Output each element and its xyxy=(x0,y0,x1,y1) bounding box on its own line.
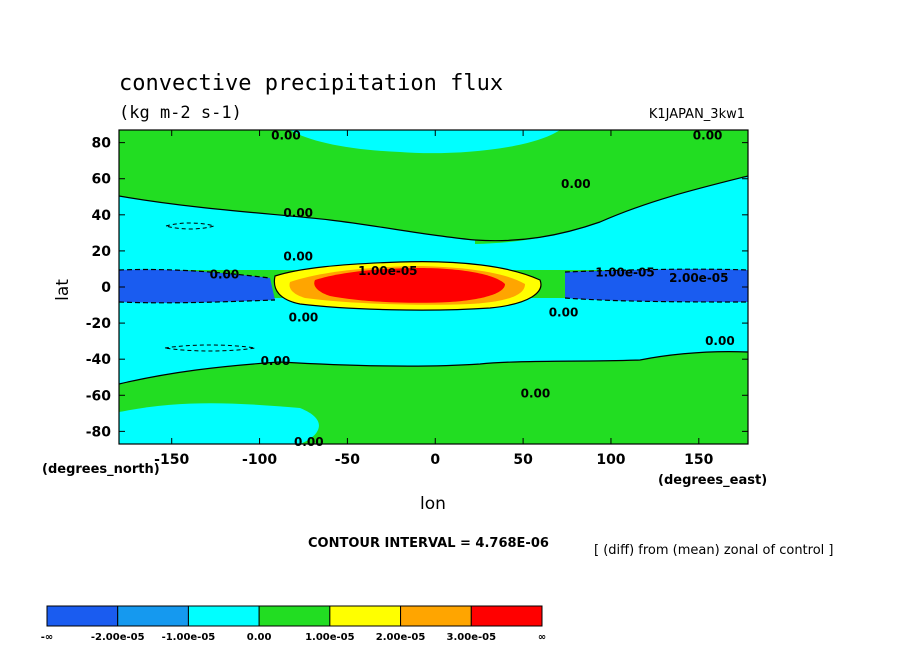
colorbar-swatch xyxy=(46,605,119,627)
colorbar-swatch xyxy=(258,605,331,627)
y-axis-label: lat xyxy=(53,279,73,301)
dashed-contour-east-south xyxy=(564,297,748,303)
x-tick-label: 0 xyxy=(430,452,440,468)
contour-label: 1.00e-05 xyxy=(358,264,417,278)
x-tick-label: -150 xyxy=(154,452,189,468)
x-tick-label: 50 xyxy=(513,452,533,468)
contour-label: 2.00e-05 xyxy=(669,271,728,285)
y-tick-label: 80 xyxy=(92,136,112,152)
x-axis-units: (degrees_east) xyxy=(658,473,767,488)
contour-label: 0.00 xyxy=(283,206,313,220)
colorbar-swatch xyxy=(329,605,402,627)
dashed-contour-south-small xyxy=(164,344,256,352)
contour-label: 0.00 xyxy=(521,386,551,400)
colorbar-label: 0.00 xyxy=(247,632,272,643)
y-tick-label: -40 xyxy=(86,352,112,368)
colorbar-label: ∞ xyxy=(538,632,546,643)
contour-label: 1.00e-05 xyxy=(595,266,654,280)
zero-contour-south xyxy=(119,351,748,385)
zero-contour-north xyxy=(119,175,748,242)
colorbar: -∞ -2.00e-05 -1.00e-05 0.00 1.00e-05 2.00e-05… xyxy=(41,605,546,643)
dashed-contour-west xyxy=(119,268,271,279)
y-tick-label: -20 xyxy=(86,316,112,332)
colorbar-label: 1.00e-05 xyxy=(305,632,355,643)
contour-plot xyxy=(119,130,748,444)
x-tick-label: -100 xyxy=(242,452,277,468)
diff-note: [ (diff) from (mean) zonal of control ] xyxy=(594,543,833,558)
y-tick-label: 0 xyxy=(101,280,111,296)
contour-label: 0.00 xyxy=(561,177,591,191)
contour-label: 0.00 xyxy=(549,305,579,319)
contour-label: 0.00 xyxy=(294,435,324,449)
x-tick-label: 100 xyxy=(596,452,625,468)
x-tick-label: 150 xyxy=(684,452,713,468)
colorbar-swatch xyxy=(470,605,543,627)
x-axis: -150 -100 -50 0 50 100 150 xyxy=(154,130,714,468)
dataset-label: K1JAPAN_3kw1 xyxy=(649,107,745,122)
x-tick-label: -50 xyxy=(335,452,361,468)
contour-label: 0.00 xyxy=(705,334,735,348)
colorbar-label: -1.00e-05 xyxy=(162,632,216,643)
colorbar-swatch xyxy=(187,605,260,627)
colorbar-label: 2.00e-05 xyxy=(376,632,426,643)
field-strong-negative-west xyxy=(119,269,275,303)
field-strong-negative-east xyxy=(565,269,748,302)
field-negative-north-band xyxy=(119,176,748,270)
colorbar-swatch xyxy=(117,605,189,627)
colorbar-label: -∞ xyxy=(41,632,53,643)
y-axis: -80 -60 -40 -20 0 20 40 60 80 xyxy=(86,136,748,440)
dashed-contour-east xyxy=(564,268,748,273)
colorbar-label: -2.00e-05 xyxy=(91,632,145,643)
contour-interval: CONTOUR INTERVAL = 4.768E-06 xyxy=(308,536,549,551)
contour-label: 0.00 xyxy=(271,128,301,142)
dashed-contour-west-south xyxy=(119,299,276,304)
chart-units: (kg m-2 s-1) xyxy=(119,103,242,123)
y-tick-label: 20 xyxy=(92,244,112,260)
y-tick-label: -60 xyxy=(86,388,112,404)
field-negative-south-band xyxy=(119,298,748,384)
field-negative-south-pole xyxy=(119,403,319,444)
colorbar-label: 3.00e-05 xyxy=(447,632,497,643)
field-negative-north-pole xyxy=(290,130,560,154)
contour-labels: 0.00 0.00 0.00 0.00 0.00 0.00 1.00e-05 1.00e-05… xyxy=(210,128,735,449)
contour-label: 0.00 xyxy=(283,249,313,263)
contour-label: 0.00 xyxy=(693,128,723,142)
contour-label: 0.00 xyxy=(261,354,291,368)
contour-label: 0.00 xyxy=(289,311,319,325)
y-tick-label: -80 xyxy=(86,424,112,440)
field-positive-peak xyxy=(314,268,505,303)
y-axis-units: (degrees_north) xyxy=(42,462,160,477)
core-contour xyxy=(273,261,542,311)
chart-title: convective precipitation flux xyxy=(119,71,503,96)
x-axis-label: lon xyxy=(420,494,446,514)
colorbar-swatch xyxy=(400,605,472,627)
contour-label: 0.00 xyxy=(210,267,240,281)
y-tick-label: 60 xyxy=(92,172,112,188)
y-tick-label: 40 xyxy=(92,208,112,224)
